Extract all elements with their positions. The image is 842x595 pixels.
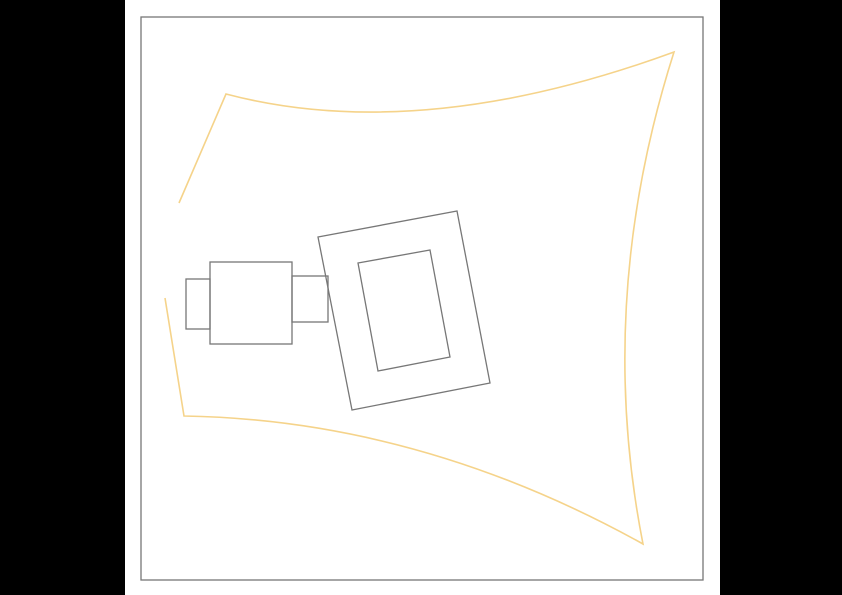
camera-lens-barrel bbox=[291, 275, 329, 323]
field-of-view bbox=[164, 50, 676, 546]
frame bbox=[140, 16, 704, 581]
tilted-panel-inner bbox=[357, 249, 451, 372]
camera-body bbox=[209, 261, 293, 345]
camera-assembly bbox=[185, 210, 491, 411]
tilted-panel-outer bbox=[317, 210, 491, 411]
camera-mount-plate bbox=[185, 278, 211, 330]
